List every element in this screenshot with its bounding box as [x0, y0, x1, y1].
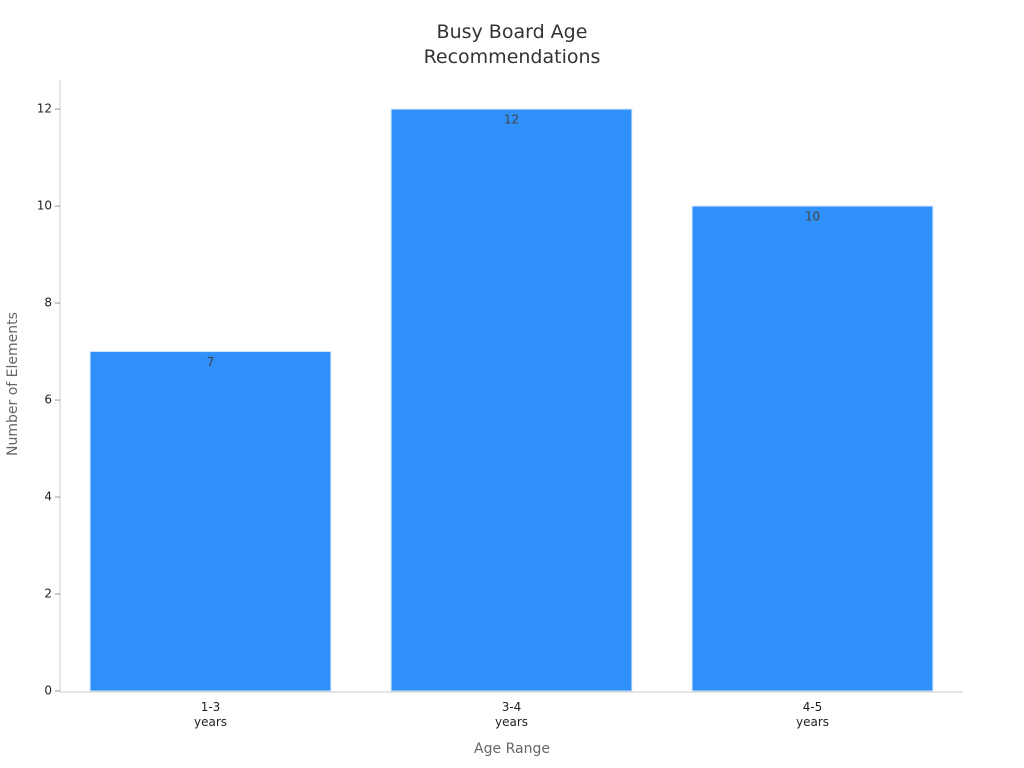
x-axis-label: Age Range [474, 741, 550, 757]
y-tick-label: 12 [37, 102, 52, 116]
y-tick-label: 6 [44, 393, 52, 407]
value-label: 12 [504, 113, 519, 127]
x-tick-label: 3-4 years [494, 700, 529, 729]
x-tick-label: 1-3 years [193, 700, 228, 729]
value-label: 10 [805, 210, 820, 224]
y-tick-label: 10 [37, 199, 52, 213]
y-tick-label: 8 [44, 296, 52, 310]
chart-title: Busy Board Age Recommendations [423, 21, 601, 68]
value-label: 7 [207, 355, 215, 369]
y-axis-label: Number of Elements [5, 312, 21, 456]
bar [691, 205, 934, 692]
y-tick-label: 2 [44, 587, 52, 601]
bar [89, 351, 332, 692]
bar [390, 108, 633, 692]
x-tick-label: 4-5 years [795, 700, 830, 729]
y-tick-label: 4 [44, 490, 52, 504]
y-tick-label: 0 [44, 684, 52, 698]
